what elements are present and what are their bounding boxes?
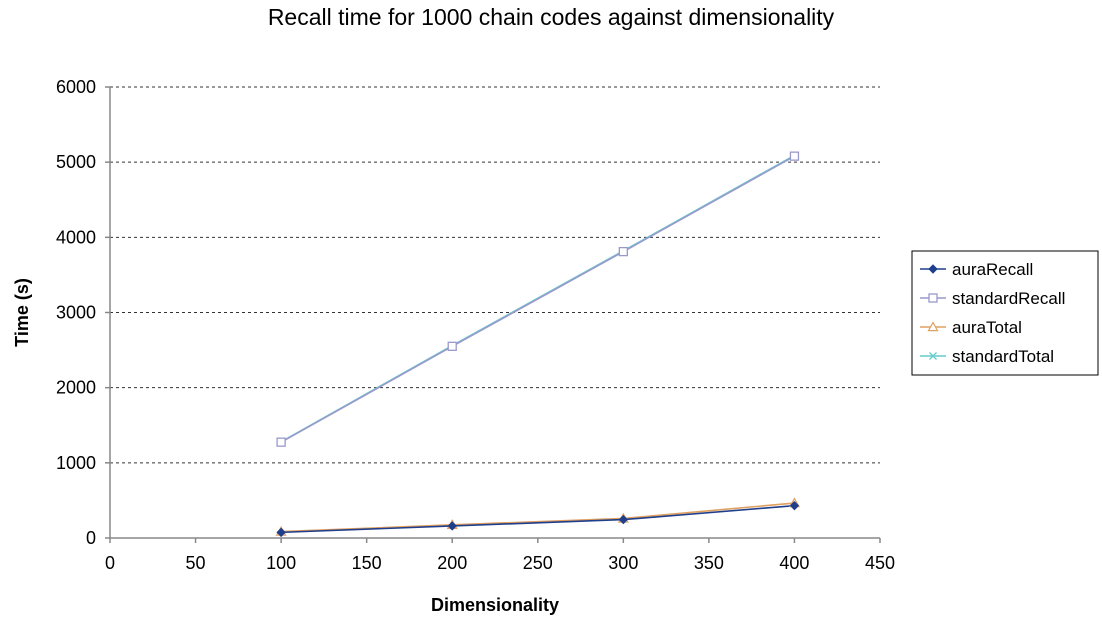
x-tick-label: 100	[266, 553, 296, 573]
x-tick-label: 250	[523, 553, 553, 573]
x-tick-label: 300	[608, 553, 638, 573]
x-tick-label: 150	[352, 553, 382, 573]
x-tick-label: 0	[105, 553, 115, 573]
series-line-auraRecall	[281, 504, 795, 534]
series-line-auraTotal	[281, 502, 795, 533]
gridlines	[110, 86, 880, 464]
legend-marker-auraRecall	[928, 264, 938, 274]
chart-title: Recall time for 1000 chain codes against…	[267, 4, 835, 30]
y-tick-label: 2000	[56, 378, 96, 398]
y-tick-label: 0	[86, 528, 96, 548]
x-tick-label: 350	[694, 553, 724, 573]
y-tick-label: 1000	[56, 453, 96, 473]
data-point-standardRecall	[447, 341, 457, 351]
y-tick-label: 4000	[56, 227, 96, 247]
legend-label-standardRecall: standardRecall	[952, 289, 1065, 308]
legend-marker-auraTotal	[927, 321, 939, 332]
legend-label-standardTotal: standardTotal	[952, 347, 1054, 366]
legend-marker-standardTotal	[929, 352, 937, 360]
series-lines	[280, 154, 795, 534]
data-point-auraRecall	[276, 527, 286, 538]
data-point-standardRecall	[618, 246, 628, 257]
x-tick-label: 50	[186, 553, 206, 573]
data-point-auraRecall	[789, 500, 800, 511]
y-tick-label: 6000	[56, 77, 96, 97]
legend-box	[911, 250, 1099, 376]
legend-marker-standardRecall	[928, 293, 938, 303]
y-tick-label: 5000	[56, 152, 96, 172]
x-tick-label: 450	[865, 553, 895, 573]
axes	[105, 86, 881, 543]
legend: auraRecall standardRecall auraTotal standar…	[911, 250, 1099, 376]
data-point-standardRecall	[789, 151, 800, 161]
legend-label-auraTotal: auraTotal	[952, 318, 1022, 337]
x-tick-labels: 0 50 100 150 200 250 300 350 400 450	[105, 553, 895, 573]
legend-label-auraRecall: auraRecall	[952, 260, 1033, 279]
data-point-auraRecall	[447, 521, 457, 531]
series-markers	[275, 151, 800, 538]
series-line-standardRecall	[280, 155, 795, 443]
x-axis-label: Dimensionality	[431, 595, 559, 615]
x-tick-label: 400	[779, 553, 809, 573]
y-axis-label: Time (s)	[12, 278, 32, 347]
data-point-standardRecall	[276, 437, 286, 447]
y-tick-label: 3000	[56, 303, 96, 323]
x-tick-label: 200	[437, 553, 467, 573]
data-point-auraRecall	[618, 514, 629, 525]
y-tick-labels: 0 1000 2000 3000 4000 5000 6000	[56, 77, 96, 548]
